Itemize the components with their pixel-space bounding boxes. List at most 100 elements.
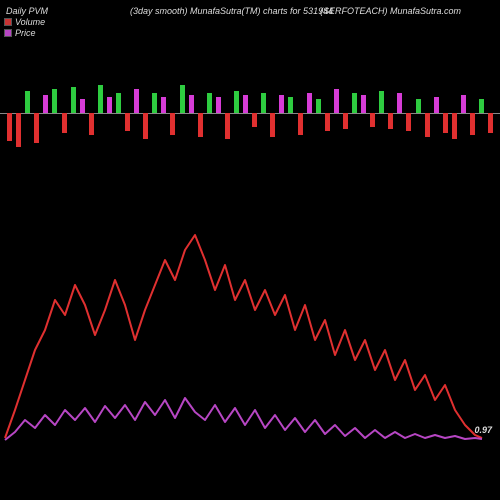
- bar-slot: [286, 68, 295, 158]
- bar-down: [125, 113, 130, 131]
- last-price-label: 0.97: [474, 425, 492, 435]
- bar-slot: [214, 68, 223, 158]
- bar-slot: [5, 68, 14, 158]
- bar-slot: [423, 68, 432, 158]
- bar-up: [134, 89, 139, 113]
- bar-down: [470, 113, 475, 135]
- bar-slot: [350, 68, 359, 158]
- bar-up: [189, 95, 194, 113]
- bar-up: [361, 95, 366, 113]
- bar-up: [434, 97, 439, 113]
- bar-up: [98, 85, 103, 113]
- legend-swatch-volume: [4, 18, 12, 26]
- bar-up: [307, 93, 312, 113]
- bar-down: [89, 113, 94, 135]
- bar-slot: [477, 68, 486, 158]
- title-domain: MunafaSutra.com: [390, 6, 461, 16]
- bar-down: [34, 113, 39, 143]
- bar-down: [62, 113, 67, 133]
- bar-slot: [241, 68, 250, 158]
- bar-down: [425, 113, 430, 137]
- legend-item-volume: Volume: [4, 17, 45, 27]
- bar-slot: [314, 68, 323, 158]
- bar-slot: [395, 68, 404, 158]
- bar-up: [479, 99, 484, 113]
- bar-slot: [277, 68, 286, 158]
- bar-slot: [432, 68, 441, 158]
- bar-slot: [114, 68, 123, 158]
- bar-slot: [41, 68, 50, 158]
- series-volume: [5, 398, 482, 440]
- bar-down: [406, 113, 411, 131]
- bar-down: [370, 113, 375, 127]
- bar-slot: [123, 68, 132, 158]
- bar-up: [316, 99, 321, 113]
- bar-up: [152, 93, 157, 113]
- bar-up: [216, 97, 221, 113]
- bar-down: [143, 113, 148, 139]
- bar-slot: [323, 68, 332, 158]
- bar-slot: [377, 68, 386, 158]
- bar-slot: [232, 68, 241, 158]
- title-left: Daily PVM: [6, 6, 48, 16]
- legend: Volume Price: [4, 17, 45, 38]
- legend-label-volume: Volume: [15, 17, 45, 27]
- title-tag: (SERFOTEACH): [320, 6, 388, 16]
- bar-slot: [50, 68, 59, 158]
- bar-slot: [69, 68, 78, 158]
- bar-slot: [196, 68, 205, 158]
- bar-down: [225, 113, 230, 139]
- bar-slot: [168, 68, 177, 158]
- bar-slot: [368, 68, 377, 158]
- bar-slot: [96, 68, 105, 158]
- legend-label-price: Price: [15, 28, 36, 38]
- bar-down: [325, 113, 330, 131]
- bar-up: [25, 91, 30, 113]
- bar-slot: [450, 68, 459, 158]
- bar-up: [234, 91, 239, 113]
- bar-down: [7, 113, 12, 141]
- bar-up: [243, 95, 248, 113]
- title-center: (3day smooth) MunafaSutra(TM) charts for…: [130, 6, 333, 16]
- bar-slot: [341, 68, 350, 158]
- bar-up: [397, 93, 402, 113]
- bar-slot: [32, 68, 41, 158]
- pvm-bar-chart: [0, 68, 500, 158]
- bar-slot: [441, 68, 450, 158]
- bar-up: [80, 99, 85, 113]
- bar-down: [252, 113, 257, 127]
- bar-slot: [359, 68, 368, 158]
- bar-slot: [59, 68, 68, 158]
- bars-container: [5, 68, 495, 158]
- bar-up: [461, 95, 466, 113]
- bar-slot: [404, 68, 413, 158]
- bar-up: [107, 97, 112, 113]
- bar-up: [416, 99, 421, 113]
- bar-up: [180, 85, 185, 113]
- bar-up: [207, 93, 212, 113]
- legend-swatch-price: [4, 29, 12, 37]
- bar-slot: [87, 68, 96, 158]
- bar-slot: [250, 68, 259, 158]
- bar-down: [16, 113, 21, 147]
- bar-down: [388, 113, 393, 129]
- bar-down: [298, 113, 303, 135]
- bar-slot: [268, 68, 277, 158]
- bar-slot: [205, 68, 214, 158]
- bar-slot: [141, 68, 150, 158]
- bar-slot: [468, 68, 477, 158]
- bar-slot: [332, 68, 341, 158]
- bar-up: [261, 93, 266, 113]
- bar-slot: [486, 68, 495, 158]
- bar-slot: [14, 68, 23, 158]
- bar-up: [352, 93, 357, 113]
- bar-up: [288, 97, 293, 113]
- bar-up: [279, 95, 284, 113]
- bar-slot: [305, 68, 314, 158]
- bar-slot: [223, 68, 232, 158]
- bar-down: [443, 113, 448, 133]
- bar-down: [343, 113, 348, 129]
- price-volume-line-chart: 0.97: [0, 210, 500, 470]
- bar-down: [488, 113, 493, 133]
- bar-up: [116, 93, 121, 113]
